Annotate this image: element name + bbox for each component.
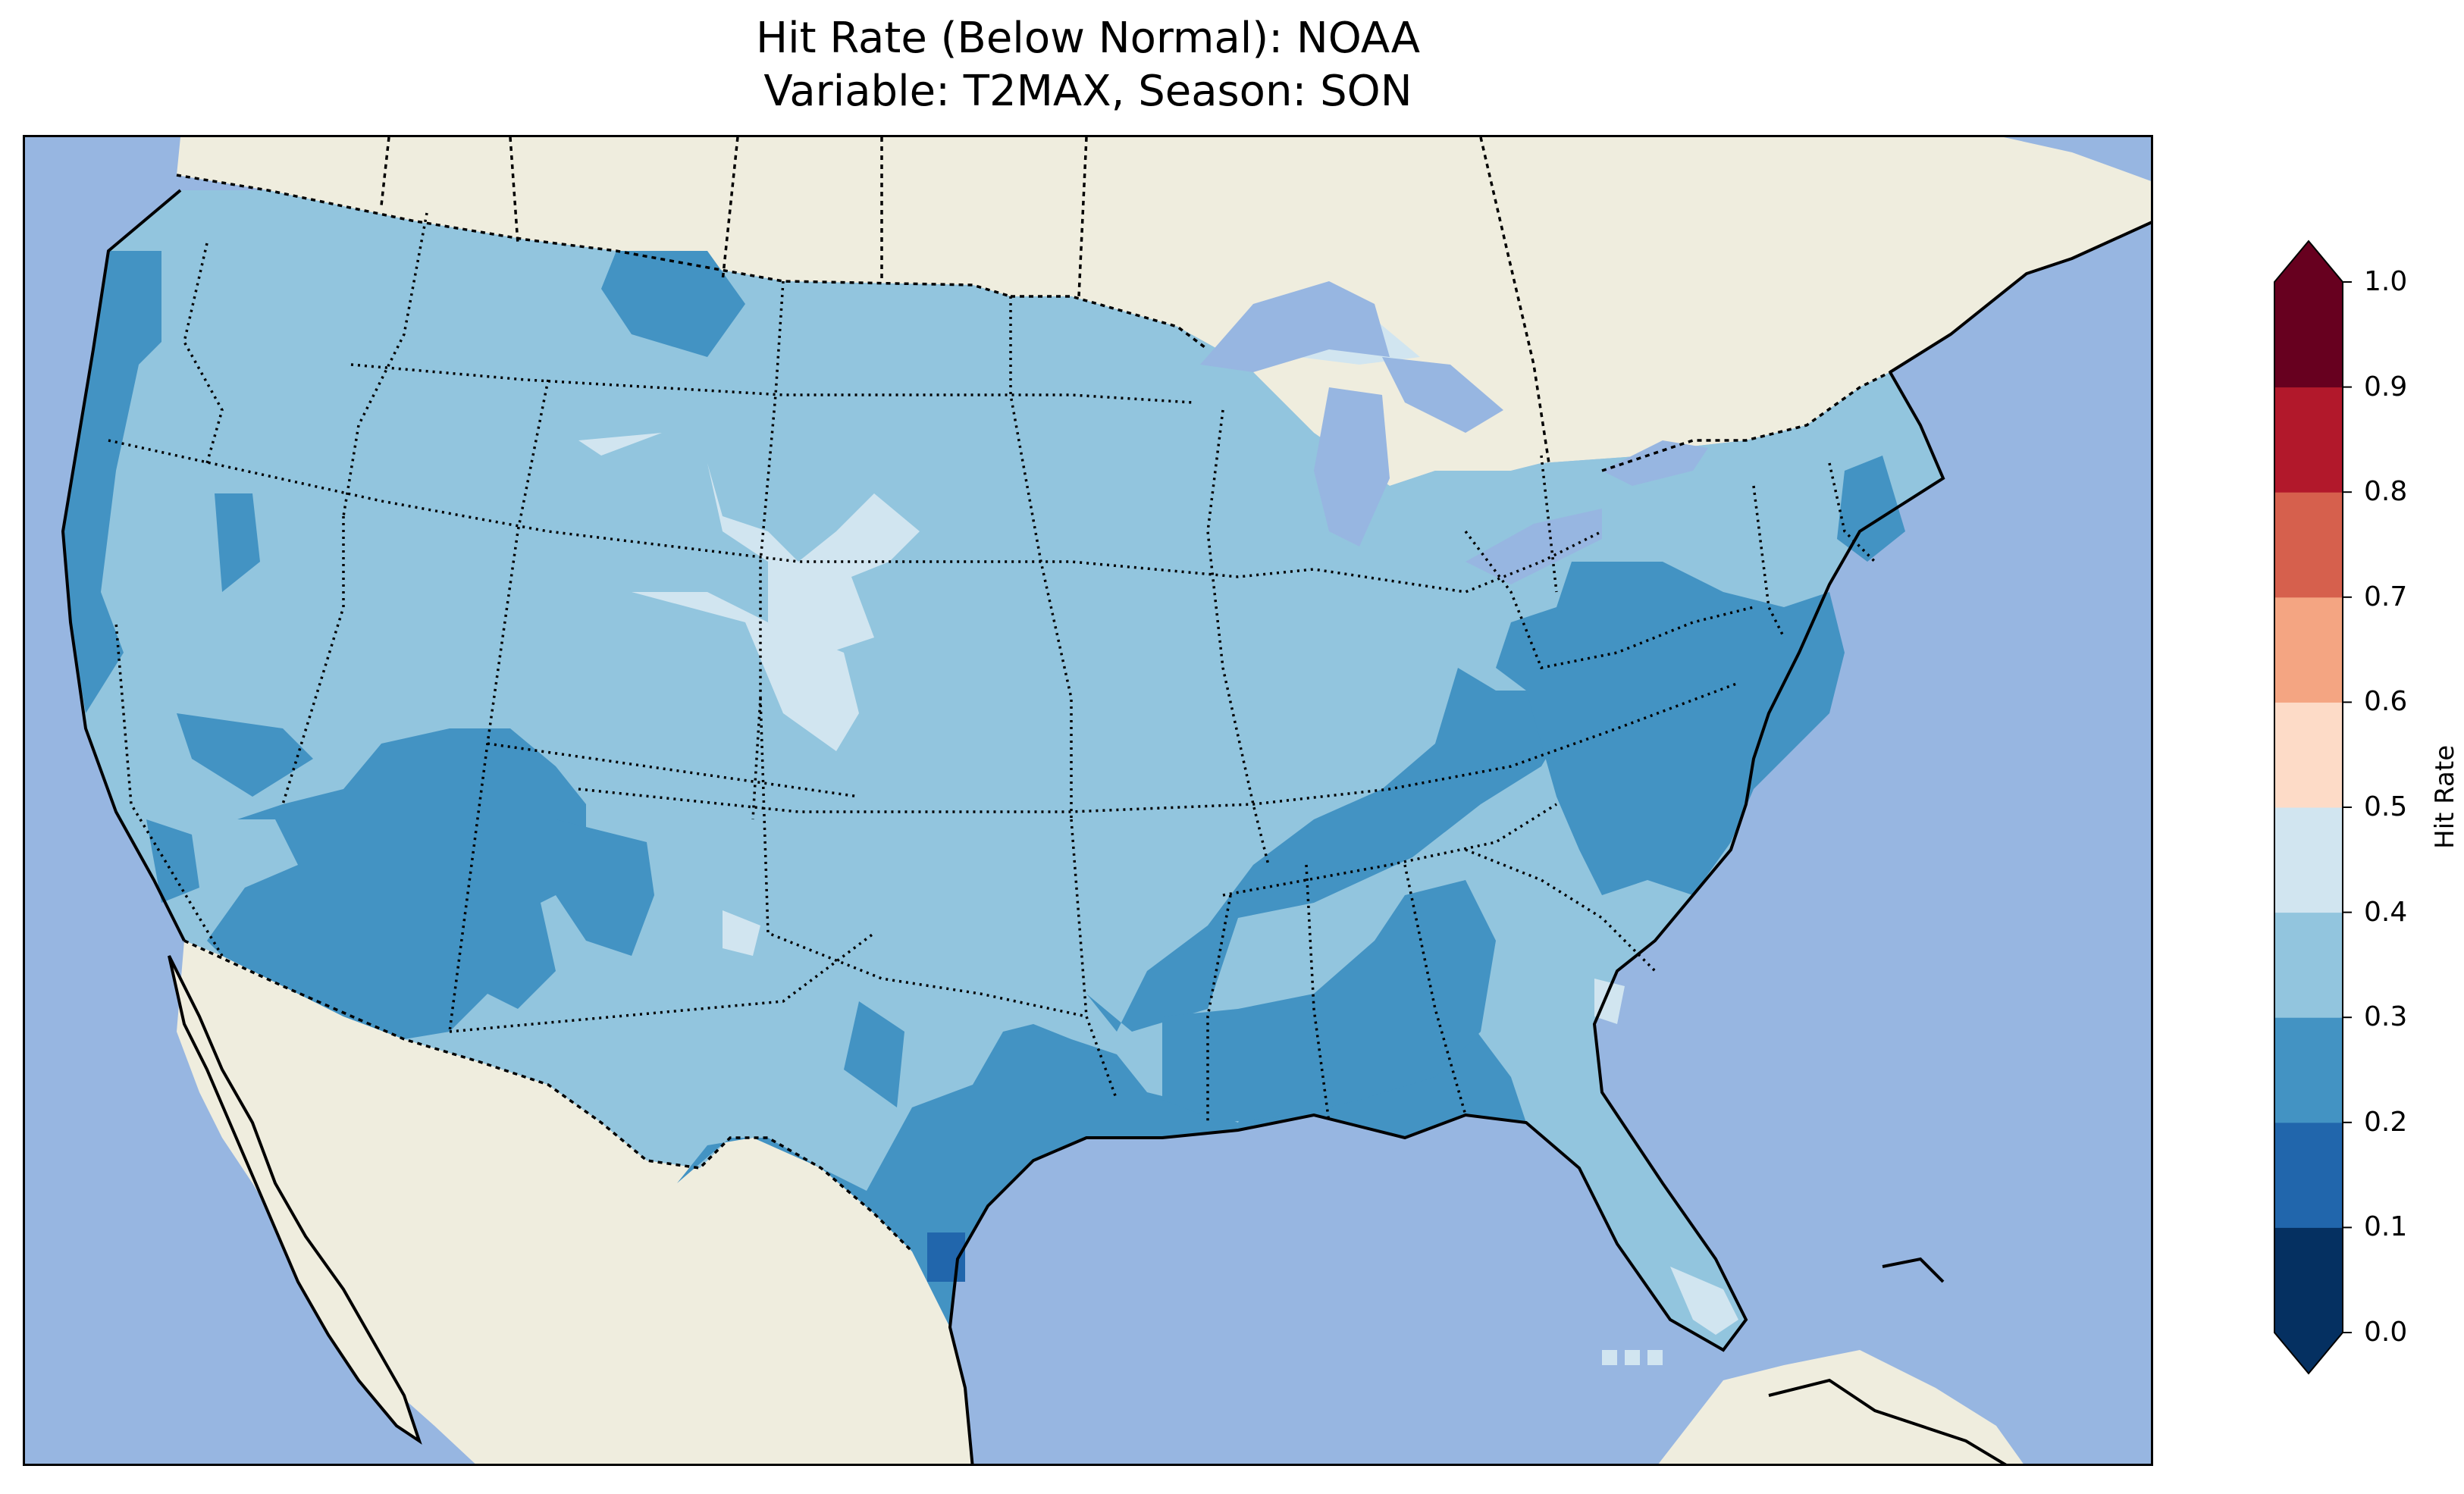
colorbar-extend-min <box>2274 1333 2343 1373</box>
baja-peninsula <box>168 955 422 1445</box>
colorbar-bin <box>2274 492 2343 598</box>
colorbar-bin <box>2274 912 2343 1018</box>
colorbar-bin <box>2274 1227 2343 1333</box>
mexico-land <box>177 941 973 1464</box>
florida-keys-cuba <box>1658 1350 2024 1464</box>
great-lakes <box>1200 281 1708 584</box>
colorbar <box>2274 240 2352 1375</box>
colorbar-bin <box>2274 1017 2343 1123</box>
canada-land <box>177 137 2151 486</box>
colorbar-tick-label: 0.5 <box>2364 791 2408 822</box>
colorbar-bin <box>2274 282 2343 388</box>
coastlines <box>61 189 2151 1464</box>
colorbar-bins <box>2274 240 2352 1375</box>
state-borders <box>108 212 1876 1123</box>
country-borders <box>176 137 1891 1253</box>
colorbar-bin <box>2274 807 2343 913</box>
colorbar-extend-max <box>2274 241 2343 282</box>
colorbar-tick-label: 0.0 <box>2364 1317 2408 1348</box>
colorbar-label: Hit Rate <box>2430 744 2460 849</box>
colorbar-tick-label: 0.7 <box>2364 581 2408 612</box>
colorbar-tick-label: 0.8 <box>2364 476 2408 508</box>
colorbar-tick-label: 0.2 <box>2364 1106 2408 1138</box>
colorbar-tick-label: 1.0 <box>2364 266 2408 297</box>
chart-subtitle: Variable: T2MAX, Season: SON <box>763 67 1412 116</box>
chart-title: Hit Rate (Below Normal): NOAA <box>755 14 1421 63</box>
colorbar-tick-label: 0.1 <box>2364 1211 2408 1243</box>
hit-rate-0.2-0.3-regions <box>63 251 1905 1327</box>
colorbar-bin <box>2274 702 2343 808</box>
colorbar-tick-label: 0.3 <box>2364 1001 2408 1033</box>
colorbar-tick-label: 0.4 <box>2364 896 2408 928</box>
map-canvas <box>61 137 2151 1464</box>
colorbar-tick-label: 0.6 <box>2364 686 2408 718</box>
colorbar-bin <box>2274 387 2343 493</box>
map-panel <box>23 135 2153 1466</box>
colorbar-bin <box>2274 597 2343 703</box>
colorbar-tick-label: 0.9 <box>2364 371 2408 402</box>
colorbar-bin <box>2274 1122 2343 1228</box>
